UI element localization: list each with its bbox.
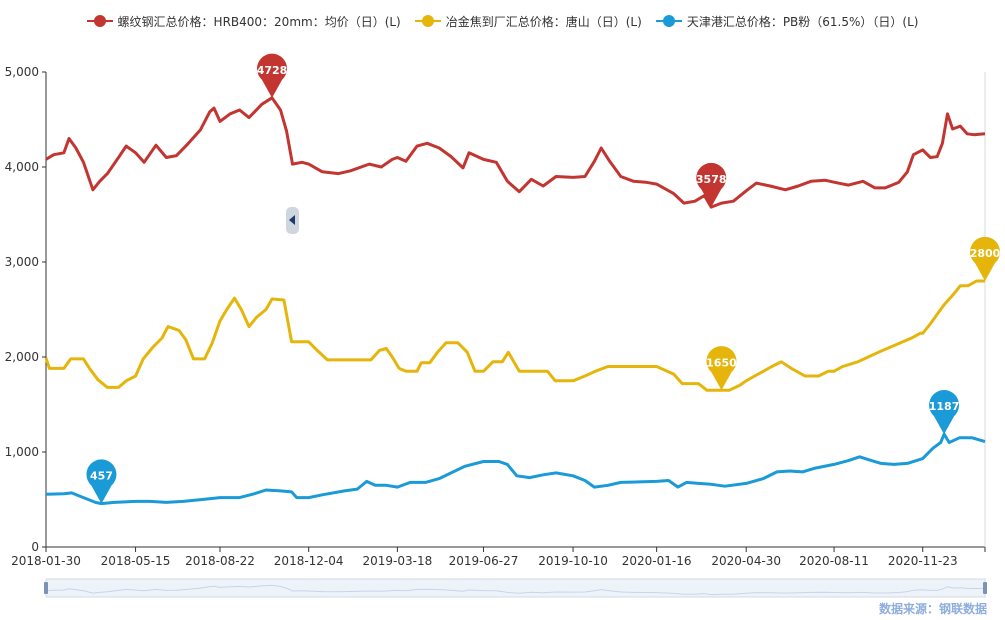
marker-pin-shape [970,236,1001,281]
legend-ore-icon [655,15,682,27]
y-tick-label: 5,000 [5,65,39,79]
x-tick-label: 2020-08-11 [799,554,869,568]
collapse-toggle-button[interactable] [286,207,299,234]
marker-value-label: 1650 [706,356,737,369]
data-zoom-slider[interactable] [44,578,987,598]
max-min-marker-pin: 3578 [696,162,727,208]
chart-legend: 螺纹钢汇总价格：HRB400：20mm：均价（日）(L) 冶金焦到厂汇总价格：唐… [0,10,1005,32]
legend-label-rebar: 螺纹钢汇总价格：HRB400：20mm：均价（日）(L) [117,14,401,29]
series-line-2 [45,432,986,506]
x-tick-label: 2020-11-23 [888,554,958,568]
zoom-handle-right [983,582,987,594]
zoom-preview-line [45,584,986,596]
marker-pin-shape [706,346,737,391]
marker-pin-shape [86,459,117,504]
legend-coke-icon [414,15,441,27]
marker-pin-shape [257,53,288,98]
max-min-marker-pin: 4728 [257,53,288,98]
max-min-marker-pin: 1187 [929,390,960,435]
marker-value-label: 3578 [696,173,727,186]
x-tick-label: 2018-05-15 [101,554,171,568]
y-tick-label: 1,000 [5,445,39,459]
marker-pin-shape [696,162,727,208]
x-tick-label: 2020-04-30 [711,554,781,568]
x-tick-label: 2019-03-18 [363,554,433,568]
marker-pin-shape [929,390,960,435]
marker-value-label: 2800 [970,247,1001,260]
marker-value-label: 1187 [929,400,960,413]
x-tick-label: 2019-06-27 [449,554,519,568]
x-tick-label: 2018-12-04 [274,554,344,568]
max-min-marker-pin: 1650 [706,346,737,391]
marker-value-label: 457 [90,470,113,483]
y-tick-label: 2,000 [5,350,39,364]
zoom-handle-left [44,582,48,594]
series-line-0 [45,96,986,209]
legend-label-ore: 天津港汇总价格：PB粉（61.5%）（日）(L) [686,14,919,29]
marker-value-label: 4728 [257,64,288,77]
max-min-marker-pin: 457 [86,459,117,504]
triangle-left-icon [289,215,295,225]
x-tick-label: 2019-10-10 [538,554,608,568]
x-tick-label: 2018-08-22 [185,554,255,568]
y-tick-label: 0 [31,540,39,554]
legend-label-coke: 冶金焦到厂汇总价格：唐山（日）(L) [445,14,642,29]
legend-item-coke[interactable]: 冶金焦到厂汇总价格：唐山（日）(L) [414,13,642,30]
max-min-marker-pin: 2800 [970,236,1001,281]
legend-item-ore[interactable]: 天津港汇总价格：PB粉（61.5%）（日）(L) [655,13,919,30]
x-tick-label: 2020-01-16 [622,554,692,568]
y-tick-label: 4,000 [5,160,39,174]
legend-item-rebar[interactable]: 螺纹钢汇总价格：HRB400：20mm：均价（日）(L) [86,13,401,30]
x-tick-label: 2018-01-30 [11,554,81,568]
series-line-1 [44,279,985,392]
zoom-track [45,578,986,598]
data-source-label: 数据来源：钢联数据 [878,602,987,616]
y-tick-label: 3,000 [5,255,39,269]
legend-rebar-icon [86,15,113,27]
